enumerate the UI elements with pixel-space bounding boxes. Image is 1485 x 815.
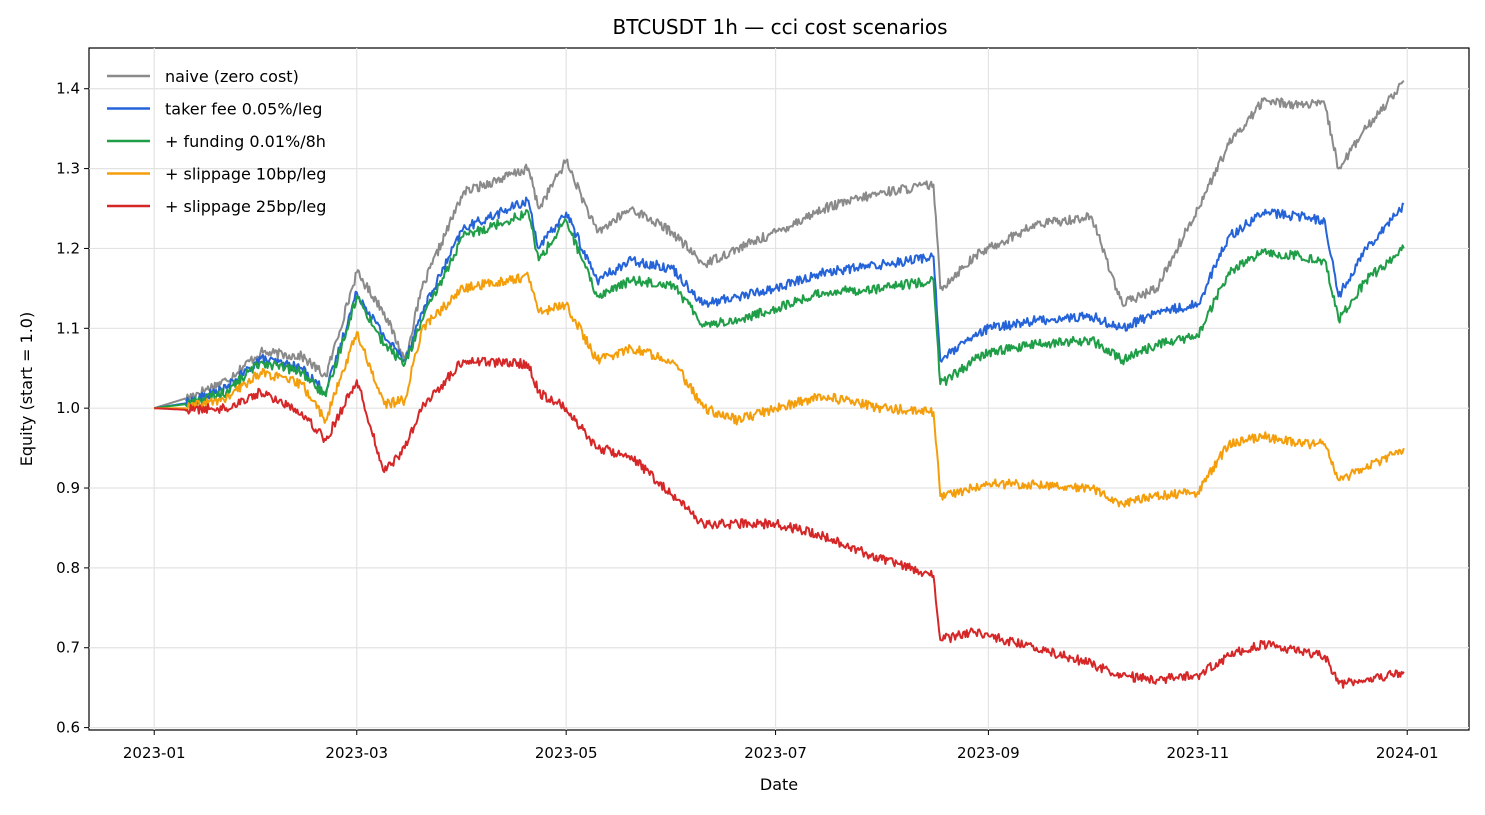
axis-layer: 2023-01 2023-03 2023-05 2023-07 2023-09 2023-… (56, 80, 1438, 762)
x-tick-label: 2024-01 (1376, 744, 1439, 762)
y-axis-label: Equity (start = 1.0) (17, 312, 36, 466)
legend-label: + slippage 10bp/leg (165, 165, 326, 184)
series-line (154, 196, 1405, 410)
y-tick-label: 1.0 (56, 399, 80, 417)
series-line (154, 209, 1405, 410)
chart-title: BTCUSDT 1h — cci cost scenarios (613, 15, 948, 39)
grid-layer (89, 48, 1469, 730)
y-tick-label: 0.6 (56, 719, 80, 737)
legend-label: + funding 0.01%/8h (165, 132, 326, 151)
legend-label: + slippage 25bp/leg (165, 197, 326, 216)
legend: naive (zero cost) taker fee 0.05%/leg + fu… (107, 67, 326, 216)
y-tick-label: 1.2 (56, 239, 80, 257)
series-layer (153, 79, 1405, 689)
x-tick-label: 2023-03 (325, 744, 388, 762)
y-tick-label: 0.8 (56, 559, 80, 577)
y-tick-label: 0.7 (56, 639, 80, 657)
legend-label: taker fee 0.05%/leg (165, 100, 322, 119)
x-tick-label: 2023-07 (744, 744, 807, 762)
y-tick-label: 1.1 (56, 319, 80, 337)
legend-label: naive (zero cost) (165, 67, 299, 86)
series-line (154, 271, 1405, 508)
y-tick-label: 0.9 (56, 479, 80, 497)
series-line (154, 356, 1405, 689)
x-tick-label: 2023-11 (1166, 744, 1229, 762)
x-tick-label: 2023-05 (535, 744, 598, 762)
x-tick-label: 2023-01 (123, 744, 186, 762)
x-tick-label: 2023-09 (957, 744, 1020, 762)
y-tick-label: 1.4 (56, 80, 80, 98)
x-axis-label: Date (760, 775, 798, 794)
series-line (153, 79, 1405, 410)
y-tick-label: 1.3 (56, 160, 80, 178)
